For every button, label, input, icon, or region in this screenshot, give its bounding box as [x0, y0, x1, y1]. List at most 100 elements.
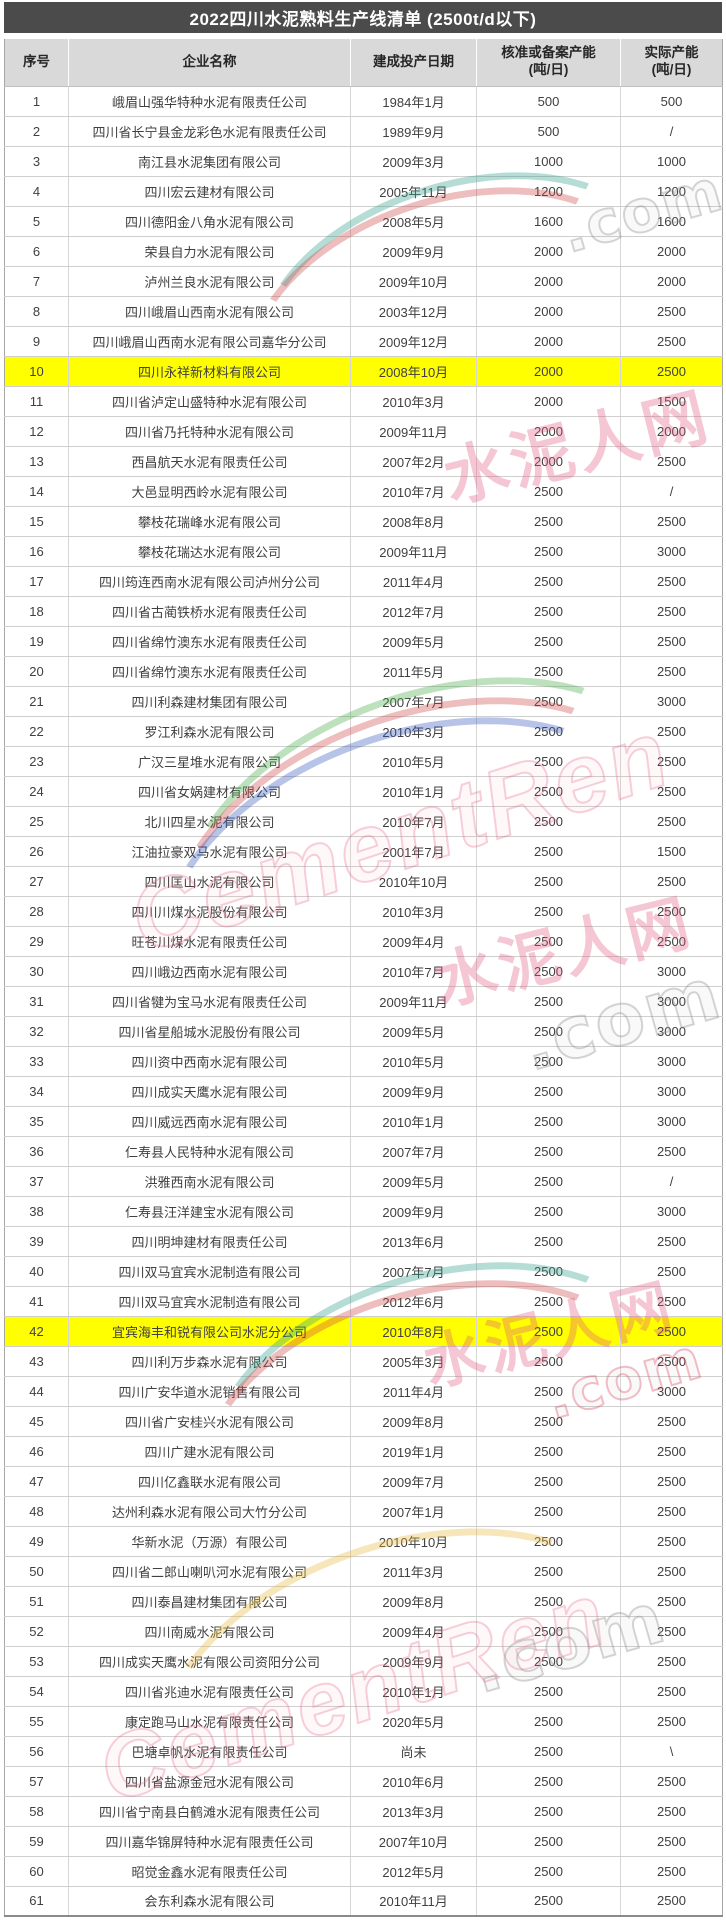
commission-date: 2009年3月	[350, 146, 477, 177]
table-row[interactable]: 35 四川威远西南水泥有限公司 2010年1月 2500 3000	[4, 1106, 723, 1137]
table-row[interactable]: 29 旺苍川煤水泥有限责任公司 2009年4月 2500 2500	[4, 926, 723, 957]
table-row[interactable]: 43 四川利万步森水泥有限公司 2005年3月 2500 2500	[4, 1346, 723, 1377]
table-row[interactable]: 18 四川省古蔺铁桥水泥有限责任公司 2012年7月 2500 2500	[4, 596, 723, 627]
table-row[interactable]: 36 仁寿县人民特种水泥有限公司 2007年7月 2500 2500	[4, 1136, 723, 1167]
table-row[interactable]: 2 四川省长宁县金龙彩色水泥有限责任公司 1989年9月 500/	[4, 116, 723, 147]
commission-date: 2011年4月	[350, 566, 477, 597]
table-row[interactable]: 19 四川省绵竹澳东水泥有限责任公司 2009年5月 2500 2500	[4, 626, 723, 657]
company-name: 昭觉金鑫水泥有限责任公司	[68, 1856, 351, 1887]
table-row[interactable]: 26 江油拉豪双马水泥有限公司 2001年7月 2500 1500	[4, 836, 723, 867]
approved-capacity: 2500	[476, 566, 621, 597]
company-name: 峨眉山强华特种水泥有限责任公司	[68, 86, 351, 117]
table-row[interactable]: 22 罗江利森水泥有限公司 2010年3月 2500 2500	[4, 716, 723, 747]
table-row[interactable]: 58 四川省宁南县白鹤滩水泥有限责任公司 2013年3月 2500 2500	[4, 1796, 723, 1827]
row-number: 60	[4, 1856, 69, 1887]
table-row[interactable]: 33 四川资中西南水泥有限公司 2010年5月 2500 3000	[4, 1046, 723, 1077]
company-name: 荣县自力水泥有限公司	[68, 236, 351, 267]
table-row[interactable]: 9 四川峨眉山西南水泥有限公司嘉华分公司 2009年12月 2000 2500	[4, 326, 723, 357]
table-row[interactable]: 53 四川成实天鹰水泥有限公司资阳分公司 2009年9月 2500 2500	[4, 1646, 723, 1677]
table-row[interactable]: 13 西昌航天水泥有限责任公司 2007年2月 2000 2500	[4, 446, 723, 477]
table-row[interactable]: 42 宜宾海丰和锐有限公司水泥分公司 2010年8月 2500 2500	[4, 1316, 723, 1347]
table-row[interactable]: 17 四川筠连西南水泥有限公司泸州分公司 2011年4月 2500 2500	[4, 566, 723, 597]
table-row[interactable]: 11 四川省泸定山盛特种水泥有限公司 2010年3月 2000 1500	[4, 386, 723, 417]
table-row[interactable]: 45 四川省广安桂兴水泥有限公司 2009年8月 2500 2500	[4, 1406, 723, 1437]
actual-capacity: 2500	[620, 626, 723, 657]
table-row[interactable]: 31 四川省犍为宝马水泥有限责任公司 2009年11月 2500 3000	[4, 986, 723, 1017]
table-row[interactable]: 1 峨眉山强华特种水泥有限责任公司 1984年1月 500 500	[4, 86, 723, 117]
table-row[interactable]: 48 达州利森水泥有限公司大竹分公司 2007年1月 2500 2500	[4, 1496, 723, 1527]
actual-capacity: 3000	[620, 1196, 723, 1227]
actual-capacity: 2500	[620, 656, 723, 687]
table-row[interactable]: 50 四川省二郎山喇叭河水泥有限公司 2011年3月 2500 2500	[4, 1556, 723, 1587]
row-number: 5	[4, 206, 69, 237]
table-row[interactable]: 14 大邑显明西岭水泥有限公司 2010年7月 2500/	[4, 476, 723, 507]
commission-date: 2013年6月	[350, 1226, 477, 1257]
table-row[interactable]: 20 四川省绵竹澳东水泥有限责任公司 2011年5月 2500 2500	[4, 656, 723, 687]
approved-capacity: 2500	[476, 1166, 621, 1197]
table-row[interactable]: 21 四川利森建材集团有限公司 2007年7月 2500 3000	[4, 686, 723, 717]
table-row[interactable]: 51 四川泰昌建材集团有限公司 2009年8月 2500 2500	[4, 1586, 723, 1617]
actual-capacity: 2500	[620, 326, 723, 357]
table-row[interactable]: 25 北川四星水泥有限公司 2010年7月 2500 2500	[4, 806, 723, 837]
row-number: 34	[4, 1076, 69, 1107]
table-row[interactable]: 47 四川亿鑫联水泥有限公司 2009年7月 2500 2500	[4, 1466, 723, 1497]
table-row[interactable]: 40 四川双马宜宾水泥制造有限公司 2007年7月 2500 2500	[4, 1256, 723, 1287]
table-row[interactable]: 3 南江县水泥集团有限公司 2009年3月 1000 1000	[4, 146, 723, 177]
row-number: 14	[4, 476, 69, 507]
actual-capacity: 3000	[620, 986, 723, 1017]
table-row[interactable]: 57 四川省盐源金冠水泥有限公司 2010年6月 2500 2500	[4, 1766, 723, 1797]
table-row[interactable]: 37 洪雅西南水泥有限公司 2009年5月 2500/	[4, 1166, 723, 1197]
approved-capacity: 2500	[476, 926, 621, 957]
table-row[interactable]: 15 攀枝花瑞峰水泥有限公司 2008年8月 2500 2500	[4, 506, 723, 537]
actual-capacity: 2500	[620, 716, 723, 747]
table-row[interactable]: 55 康定跑马山水泥有限责任公司 2020年5月 2500 2500	[4, 1706, 723, 1737]
table-row[interactable]: 41 四川双马宜宾水泥制造有限公司 2012年6月 2500 2500	[4, 1286, 723, 1317]
table-row[interactable]: 4 四川宏云建材有限公司 2005年11月 1200 1200	[4, 176, 723, 207]
table-row[interactable]: 8 四川峨眉山西南水泥有限公司 2003年12月 2000 2500	[4, 296, 723, 327]
table-row[interactable]: 38 仁寿县汪洋建宝水泥有限公司 2009年9月 2500 3000	[4, 1196, 723, 1227]
approved-capacity: 2500	[476, 656, 621, 687]
table-row[interactable]: 16 攀枝花瑞达水泥有限公司 2009年11月 2500 3000	[4, 536, 723, 567]
approved-capacity: 2500	[476, 1376, 621, 1407]
company-name: 四川川煤水泥股份有限公司	[68, 896, 351, 927]
table-row[interactable]: 12 四川省乃托特种水泥有限公司 2009年11月 2000 2000	[4, 416, 723, 447]
row-number: 46	[4, 1436, 69, 1467]
commission-date: 2013年3月	[350, 1796, 477, 1827]
approved-capacity: 2500	[476, 1826, 621, 1857]
table-row[interactable]: 60 昭觉金鑫水泥有限责任公司 2012年5月 2500 2500	[4, 1856, 723, 1887]
table-row[interactable]: 24 四川省女娲建材有限公司 2010年1月 2500 2500	[4, 776, 723, 807]
actual-capacity: 2500	[620, 1886, 723, 1917]
table-row[interactable]: 32 四川省星船城水泥股份有限公司 2009年5月 2500 3000	[4, 1016, 723, 1047]
actual-capacity: 3000	[620, 1076, 723, 1107]
approved-capacity: 2500	[476, 896, 621, 927]
table-row[interactable]: 27 四川匡山水泥有限公司 2010年10月 2500 2500	[4, 866, 723, 897]
table-row[interactable]: 23 广汉三星堆水泥有限公司 2010年5月 2500 2500	[4, 746, 723, 777]
row-number: 44	[4, 1376, 69, 1407]
table-row[interactable]: 30 四川峨边西南水泥有限公司 2010年7月 2500 3000	[4, 956, 723, 987]
table-row[interactable]: 44 四川广安华道水泥销售有限公司 2011年4月 2500 3000	[4, 1376, 723, 1407]
actual-capacity: 2500	[620, 1556, 723, 1587]
actual-capacity: 2500	[620, 1136, 723, 1167]
table-row[interactable]: 56 巴塘卓帆水泥有限责任公司 尚未 2500 \	[4, 1736, 723, 1767]
approved-capacity: 2000	[476, 296, 621, 327]
table-row[interactable]: 39 四川明坤建材有限责任公司 2013年6月 2500 2500	[4, 1226, 723, 1257]
table-row[interactable]: 59 四川嘉华锦屏特种水泥有限责任公司 2007年10月 2500 2500	[4, 1826, 723, 1857]
table-row[interactable]: 61 会东利森水泥有限公司 2010年11月 2500 2500	[4, 1886, 723, 1917]
approved-capacity: 2500	[476, 716, 621, 747]
commission-date: 2007年10月	[350, 1826, 477, 1857]
table-row[interactable]: 52 四川南威水泥有限公司 2009年4月 2500 2500	[4, 1616, 723, 1647]
company-name: 四川省乃托特种水泥有限公司	[68, 416, 351, 447]
row-number: 40	[4, 1256, 69, 1287]
table-row[interactable]: 10 四川永祥新材料有限公司 2008年10月 2000 2500	[4, 356, 723, 387]
table-row[interactable]: 34 四川成实天鹰水泥有限公司 2009年9月 2500 3000	[4, 1076, 723, 1107]
company-name: 攀枝花瑞峰水泥有限公司	[68, 506, 351, 537]
commission-date: 2009年11月	[350, 986, 477, 1017]
table-row[interactable]: 5 四川德阳金八角水泥有限公司 2008年5月 1600 1600	[4, 206, 723, 237]
table-row[interactable]: 54 四川省兆迪水泥有限责任公司 2010年1月 2500 2500	[4, 1676, 723, 1707]
table-row[interactable]: 49 华新水泥（万源）有限公司 2010年10月 2500 2500	[4, 1526, 723, 1557]
table-row[interactable]: 7 泸州兰良水泥有限公司 2009年10月 2000 2000	[4, 266, 723, 297]
approved-capacity: 500	[476, 86, 621, 117]
table-row[interactable]: 6 荣县自力水泥有限公司 2009年9月 2000 2000	[4, 236, 723, 267]
table-row[interactable]: 46 四川广建水泥有限公司 2019年1月 2500 2500	[4, 1436, 723, 1467]
table-row[interactable]: 28 四川川煤水泥股份有限公司 2010年3月 2500 2500	[4, 896, 723, 927]
